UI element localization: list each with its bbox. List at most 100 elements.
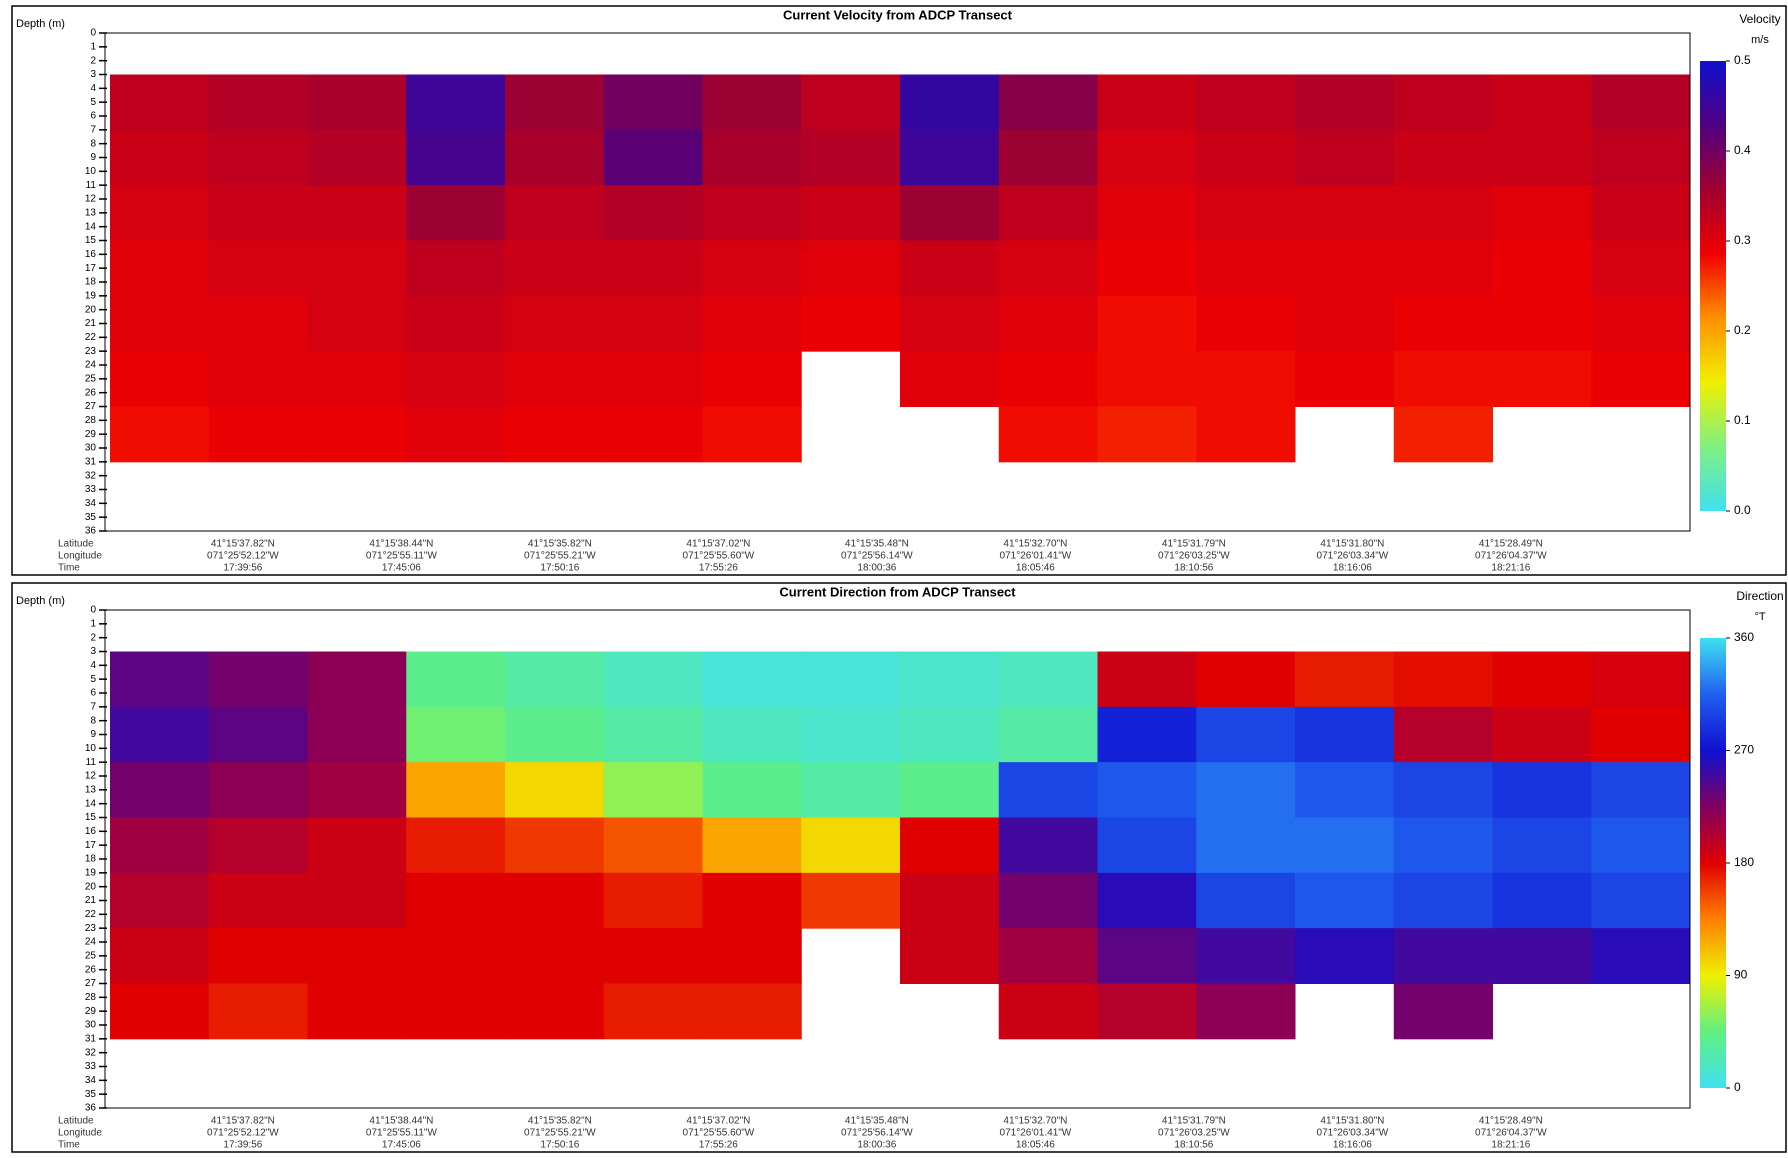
- longitude-label: 071°25'55.11"W: [366, 551, 438, 562]
- longitude-label: 071°26'04.37"W: [1475, 1128, 1547, 1139]
- heatmap-cell: [1591, 351, 1691, 407]
- heatmap-cell: [1591, 651, 1691, 708]
- heatmap-cell: [1097, 706, 1197, 763]
- latitude-label: 41°15'38.44"N: [369, 539, 433, 550]
- heatmap-cell: [307, 406, 407, 463]
- heatmap-cell: [998, 240, 1098, 297]
- heatmap-cell: [801, 706, 901, 763]
- heatmap-cell: [998, 129, 1098, 186]
- heatmap-cell: [1295, 817, 1395, 874]
- y-tick-label: 24: [85, 937, 97, 948]
- y-tick-label: 8: [90, 138, 96, 149]
- heatmap-cell: [110, 185, 210, 241]
- heatmap-cell: [1393, 706, 1493, 763]
- heatmap-cell: [307, 651, 407, 708]
- y-tick-label: 16: [85, 249, 97, 260]
- heatmap-cell: [1393, 74, 1493, 131]
- heatmap-cell: [1492, 872, 1592, 929]
- colorbar-tick-label: 180: [1734, 855, 1754, 869]
- y-tick-label: 13: [85, 207, 97, 218]
- heatmap-cell: [702, 185, 802, 241]
- heatmap-cell: [1196, 406, 1296, 463]
- heatmap-cell: [1591, 817, 1691, 874]
- y-tick-label: 5: [90, 674, 96, 685]
- heatmap-cell: [505, 74, 605, 131]
- heatmap-cell: [702, 762, 802, 818]
- heatmap-cell: [1492, 651, 1592, 708]
- chart-title: Current Velocity from ADCP Transect: [783, 7, 1013, 22]
- heatmap-cell: [307, 240, 407, 297]
- heatmap-cell: [1591, 706, 1691, 763]
- heatmap-cell: [208, 240, 308, 297]
- longitude-label: 071°25'55.60"W: [683, 1128, 755, 1139]
- y-tick-label: 21: [85, 895, 97, 906]
- y-tick-label: 30: [85, 443, 97, 454]
- heatmap-cell: [406, 983, 506, 1040]
- latitude-label: 41°15'28.49"N: [1479, 1116, 1543, 1127]
- y-tick-label: 0: [90, 605, 96, 616]
- y-tick-label: 32: [85, 1047, 97, 1058]
- y-tick-label: 4: [90, 660, 96, 671]
- heatmap-cell: [801, 185, 901, 241]
- heatmap-cell: [603, 983, 703, 1040]
- colorbar-title: Velocity: [1739, 12, 1780, 26]
- y-tick-label: 1: [90, 618, 96, 629]
- y-tick-label: 29: [85, 1006, 97, 1017]
- y-tick-label: 19: [85, 290, 97, 301]
- longitude-label: 071°26'01.41"W: [1000, 551, 1072, 562]
- heatmap-cell: [208, 983, 308, 1040]
- heatmap-cell: [702, 240, 802, 297]
- y-tick-label: 33: [85, 484, 97, 495]
- heatmap-cell: [1393, 983, 1493, 1040]
- y-tick-label: 35: [85, 1089, 97, 1100]
- heatmap-cell: [406, 817, 506, 874]
- heatmap-cell: [307, 983, 407, 1040]
- heatmap-cell: [900, 651, 1000, 708]
- heatmap-cell: [1097, 817, 1197, 874]
- heatmap-cell: [1393, 928, 1493, 984]
- latitude-label: 41°15'37.02"N: [686, 539, 750, 550]
- y-tick-label: 34: [85, 1075, 97, 1086]
- heatmap-cell: [208, 129, 308, 186]
- y-tick-label: 7: [90, 124, 96, 135]
- y-tick-label: 22: [85, 909, 97, 920]
- colorbar-tick-label: 0.2: [1734, 323, 1751, 337]
- heatmap-cell: [900, 351, 1000, 407]
- time-label: 18:16:06: [1333, 563, 1372, 574]
- y-tick-label: 3: [90, 646, 96, 657]
- y-tick-label: 2: [90, 55, 96, 66]
- heatmap-cell: [110, 651, 210, 708]
- heatmap-cell: [110, 74, 210, 131]
- y-tick-label: 23: [85, 346, 97, 357]
- heatmap-cell: [603, 651, 703, 708]
- time-label: 18:10:56: [1174, 1140, 1213, 1151]
- longitude-label: 071°25'56.14"W: [841, 551, 913, 562]
- y-tick-label: 8: [90, 715, 96, 726]
- heatmap-cell: [900, 240, 1000, 297]
- latitude-label: 41°15'31.80"N: [1320, 539, 1384, 550]
- y-tick-label: 36: [85, 526, 97, 537]
- heatmap-cell: [1295, 295, 1395, 352]
- y-tick-label: 5: [90, 97, 96, 108]
- longitude-label: 071°25'52.12"W: [207, 551, 279, 562]
- heatmap-cell: [505, 928, 605, 984]
- heatmap-cell: [406, 706, 506, 763]
- y-tick-label: 1: [90, 41, 96, 52]
- y-tick-label: 15: [85, 812, 97, 823]
- heatmap-cell: [1097, 651, 1197, 708]
- time-label: 18:21:16: [1491, 1140, 1530, 1151]
- y-tick-label: 25: [85, 373, 97, 384]
- heatmap-cell: [900, 295, 1000, 352]
- heatmap-cell: [406, 240, 506, 297]
- heatmap-cell: [1097, 240, 1197, 297]
- heatmap-cell: [702, 872, 802, 929]
- colorbar-tick-label: 0: [1734, 1080, 1741, 1094]
- heatmap-cell: [110, 240, 210, 297]
- heatmap-cell: [1393, 817, 1493, 874]
- y-tick-label: 26: [85, 964, 97, 975]
- heatmap-cell: [505, 817, 605, 874]
- y-tick-label: 27: [85, 401, 97, 412]
- heatmap-cell: [998, 762, 1098, 818]
- heatmap-cell: [1295, 928, 1395, 984]
